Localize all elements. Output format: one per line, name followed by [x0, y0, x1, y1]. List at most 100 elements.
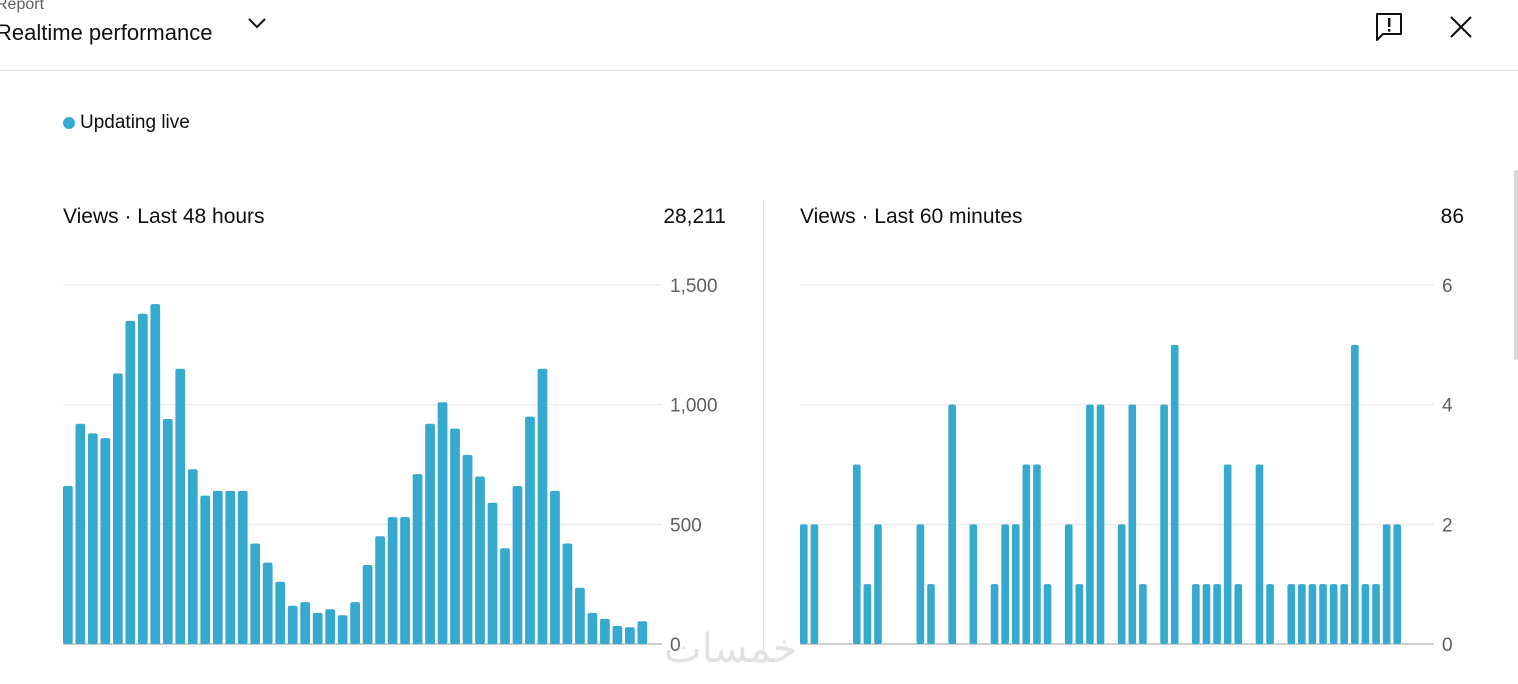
bar[interactable]	[1287, 584, 1296, 644]
bar[interactable]	[1128, 404, 1137, 644]
bar[interactable]	[612, 626, 623, 644]
bar[interactable]	[562, 543, 573, 644]
bar[interactable]	[362, 565, 373, 644]
bar[interactable]	[810, 524, 819, 644]
bar[interactable]	[600, 618, 610, 644]
bar[interactable]	[187, 469, 198, 644]
card-divider	[763, 200, 764, 650]
bar[interactable]	[1086, 404, 1094, 644]
bar[interactable]	[1011, 524, 1020, 644]
bar[interactable]	[575, 587, 585, 644]
bar[interactable]	[125, 320, 136, 644]
bar[interactable]	[112, 373, 123, 644]
bar[interactable]	[412, 474, 423, 644]
bar[interactable]	[948, 404, 956, 644]
bar[interactable]	[800, 524, 808, 644]
bar[interactable]	[969, 524, 978, 644]
report-dropdown-button[interactable]	[244, 10, 270, 36]
bar[interactable]	[525, 416, 535, 644]
y-tick-label: 6	[1442, 276, 1453, 297]
bar[interactable]	[275, 581, 286, 644]
bar[interactable]	[1298, 584, 1306, 644]
bar[interactable]	[250, 543, 261, 644]
bar[interactable]	[462, 454, 473, 644]
bar[interactable]	[425, 423, 435, 644]
bar[interactable]	[400, 517, 410, 644]
bar[interactable]	[1351, 344, 1359, 644]
bar[interactable]	[500, 548, 510, 644]
bar[interactable]	[1319, 584, 1327, 644]
bar[interactable]	[990, 584, 999, 644]
bar[interactable]	[1393, 524, 1402, 644]
bar[interactable]	[1255, 464, 1264, 645]
bar[interactable]	[175, 368, 186, 644]
bar[interactable]	[1213, 584, 1221, 644]
bar[interactable]	[312, 612, 323, 644]
bar[interactable]	[262, 562, 273, 644]
bar[interactable]	[1096, 404, 1105, 644]
bar[interactable]	[1382, 524, 1391, 644]
bar[interactable]	[287, 605, 298, 644]
bar[interactable]	[1266, 584, 1274, 644]
bar[interactable]	[1064, 524, 1073, 644]
views-48h-chart: 0 500 1,000 1,500	[63, 276, 718, 656]
bar[interactable]	[1234, 584, 1243, 644]
bar[interactable]	[300, 602, 311, 644]
bar[interactable]	[212, 490, 223, 644]
bar[interactable]	[1043, 584, 1052, 644]
bar[interactable]	[1160, 404, 1168, 644]
bar[interactable]	[100, 438, 111, 644]
bar[interactable]	[237, 490, 248, 644]
bar[interactable]	[87, 433, 98, 644]
bar[interactable]	[1340, 584, 1349, 644]
bar[interactable]	[1139, 584, 1147, 644]
bar[interactable]	[1202, 584, 1211, 644]
bar[interactable]	[475, 476, 485, 644]
feedback-button[interactable]	[1374, 11, 1404, 43]
bar[interactable]	[625, 627, 635, 644]
bar[interactable]	[1372, 584, 1380, 644]
bar[interactable]	[1170, 344, 1179, 644]
bar[interactable]	[1192, 584, 1200, 644]
bar[interactable]	[1361, 584, 1370, 644]
bar[interactable]	[512, 486, 523, 644]
bar[interactable]	[387, 517, 398, 644]
bar[interactable]	[927, 584, 935, 644]
bar[interactable]	[916, 524, 925, 644]
bar[interactable]	[874, 524, 882, 644]
bar[interactable]	[200, 495, 211, 644]
bar[interactable]	[863, 584, 872, 644]
chevron-down-icon	[248, 18, 266, 29]
bar[interactable]	[225, 490, 236, 644]
bar[interactable]	[350, 602, 360, 644]
bar[interactable]	[1308, 584, 1317, 644]
bar[interactable]	[63, 486, 73, 644]
bar[interactable]	[437, 402, 448, 644]
bar[interactable]	[150, 304, 161, 644]
bar[interactable]	[637, 621, 648, 644]
bar[interactable]	[487, 502, 498, 644]
y-tick-label: 2	[1442, 515, 1453, 536]
bar[interactable]	[1033, 464, 1041, 645]
bar[interactable]	[75, 423, 86, 644]
scrollbar[interactable]	[1514, 170, 1518, 360]
bar[interactable]	[1001, 524, 1009, 644]
bar[interactable]	[1117, 524, 1126, 644]
bar[interactable]	[587, 612, 598, 644]
bar[interactable]	[137, 313, 148, 644]
bar[interactable]	[1022, 464, 1031, 645]
bar[interactable]	[162, 419, 173, 644]
bar[interactable]	[1223, 464, 1232, 645]
report-title[interactable]: Realtime performance	[0, 20, 213, 45]
bar[interactable]	[375, 536, 385, 644]
bar[interactable]	[450, 428, 460, 644]
bar[interactable]	[537, 368, 548, 644]
bar[interactable]	[337, 615, 348, 644]
close-button[interactable]	[1447, 13, 1475, 41]
y-tick-label: 500	[670, 515, 702, 536]
bar[interactable]	[550, 490, 560, 644]
bar[interactable]	[1075, 584, 1084, 644]
bar[interactable]	[1329, 584, 1338, 644]
bar[interactable]	[852, 464, 861, 645]
bar[interactable]	[325, 609, 336, 644]
